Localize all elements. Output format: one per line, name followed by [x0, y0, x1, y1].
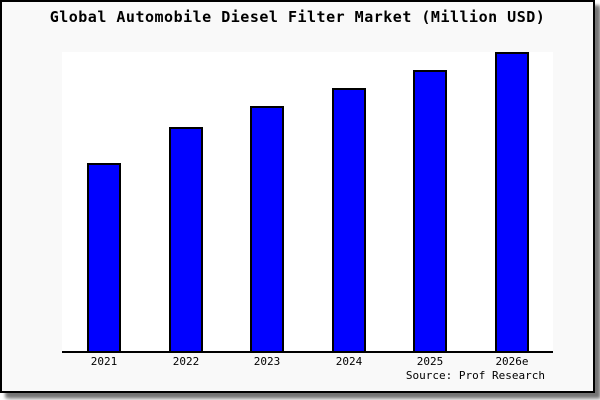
bar-2025: [413, 70, 447, 351]
bar-2026e: [495, 52, 529, 351]
bar-2022: [169, 127, 203, 351]
bar-2023: [250, 106, 284, 351]
x-tick-2026e: 2026e: [495, 355, 529, 368]
bar-2024: [332, 88, 366, 351]
x-tick-2024: 2024: [335, 355, 363, 368]
x-axis-tick-labels: 2021 2022 2023 2024 2025 2026e: [62, 355, 553, 369]
source-note: Source: Prof Research: [405, 369, 545, 382]
plot-area: [62, 52, 553, 353]
x-tick-2025: 2025: [416, 355, 444, 368]
chart-title: Global Automobile Diesel Filter Market (…: [49, 8, 546, 26]
bar-2021: [87, 163, 121, 351]
x-tick-2022: 2022: [172, 355, 200, 368]
x-tick-2021: 2021: [90, 355, 118, 368]
x-tick-2023: 2023: [253, 355, 281, 368]
chart-frame: Global Automobile Diesel Filter Market (…: [0, 0, 595, 393]
